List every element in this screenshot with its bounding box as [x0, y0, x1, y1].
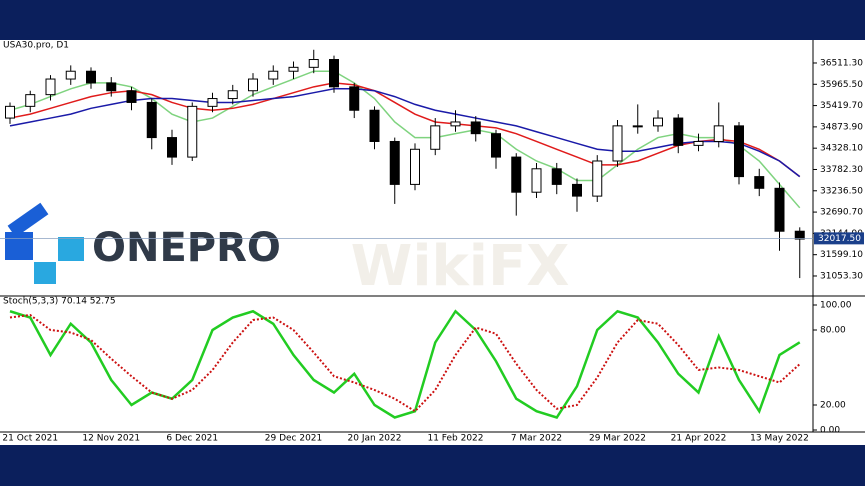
candle-body: [572, 183, 582, 197]
moving-average: [9, 88, 801, 178]
candle-body: [551, 168, 562, 185]
candle-body: [774, 187, 785, 232]
candle-body: [531, 168, 542, 193]
logo-shape: [34, 262, 56, 284]
y-tick-label: 31053.30: [820, 271, 863, 281]
moving-average: [9, 82, 801, 178]
x-tick-label: 7 Mar 2022: [511, 434, 562, 444]
candle-body: [450, 121, 461, 127]
candle-body: [612, 125, 623, 162]
candle-body: [25, 94, 36, 107]
y-tick-label: 31599.10: [820, 250, 863, 260]
x-tick-label: 13 May 2022: [750, 434, 809, 444]
y-tick-label: 35965.50: [820, 80, 863, 90]
logo-shape: [7, 202, 49, 238]
candle-body: [106, 82, 117, 92]
x-tick-label: 12 Nov 2021: [82, 434, 140, 444]
stoch-line: [9, 309, 801, 419]
stoch-title: Stoch(5,3,3) 70.14 52.75: [3, 297, 116, 307]
candle-body: [65, 70, 76, 80]
y-tick-label: 33782.30: [820, 165, 863, 175]
candle-body: [632, 125, 643, 128]
candle-body: [754, 176, 765, 189]
y-tick-label: 80.00: [820, 326, 846, 336]
y-tick-label: 32690.70: [820, 208, 863, 218]
candle-body: [227, 90, 238, 100]
candle-body: [288, 66, 299, 72]
candle-body: [430, 125, 441, 150]
y-tick-label: 35419.70: [820, 101, 863, 111]
candle-body: [511, 156, 522, 193]
logo-shape: [5, 232, 33, 260]
x-tick-label: 21 Oct 2021: [2, 434, 58, 444]
y-tick-label: 0.00: [820, 426, 840, 436]
candle-body: [713, 125, 724, 142]
candle-body: [45, 78, 56, 96]
x-tick-label: 6 Dec 2021: [166, 434, 218, 444]
candle-body: [349, 86, 360, 111]
candle-body: [126, 90, 137, 103]
stoch-line: [9, 313, 801, 413]
candle-body: [693, 140, 704, 146]
logo-shape: [58, 237, 84, 261]
candle-body: [673, 117, 684, 146]
candle-body: [329, 59, 339, 88]
candle-body: [268, 70, 279, 80]
candle-body: [248, 78, 258, 92]
candle-body: [491, 133, 501, 158]
chart-title: USA30.pro, D1: [3, 41, 69, 51]
candle-body: [592, 160, 603, 197]
x-tick-label: 21 Apr 2022: [671, 434, 727, 444]
y-tick-label: 100.00: [820, 301, 852, 311]
candle-body: [207, 98, 218, 107]
candle-body: [369, 109, 380, 142]
candle-body: [167, 137, 177, 158]
last-price-label: 32017.50: [818, 234, 861, 244]
candle-body: [653, 117, 663, 127]
chart-background: [0, 40, 865, 445]
y-tick-label: 34328.10: [820, 144, 863, 154]
candle-body: [308, 59, 319, 68]
candle-body: [389, 140, 400, 185]
candle-body: [734, 125, 744, 178]
y-tick-label: 20.00: [820, 401, 846, 411]
candle-body: [86, 70, 96, 84]
candle-body: [794, 230, 805, 240]
logo: ONEPRO: [5, 202, 281, 284]
x-tick-label: 20 Jan 2022: [348, 434, 402, 444]
x-tick-label: 29 Mar 2022: [589, 434, 646, 444]
candle-body: [410, 148, 420, 185]
candle-body: [187, 105, 198, 158]
y-tick-label: 36511.30: [820, 58, 863, 68]
watermark: WikiFX: [351, 234, 570, 299]
candle-body: [470, 121, 481, 135]
last-price-box: [814, 232, 864, 245]
logo-text: ONEPRO: [92, 225, 281, 271]
y-tick-label: 33236.50: [820, 186, 863, 196]
x-tick-label: 29 Dec 2021: [265, 434, 323, 444]
y-tick-label: 34873.90: [820, 122, 863, 132]
candle-body: [146, 101, 157, 139]
candle-body: [5, 105, 15, 119]
x-tick-label: 11 Feb 2022: [427, 434, 483, 444]
